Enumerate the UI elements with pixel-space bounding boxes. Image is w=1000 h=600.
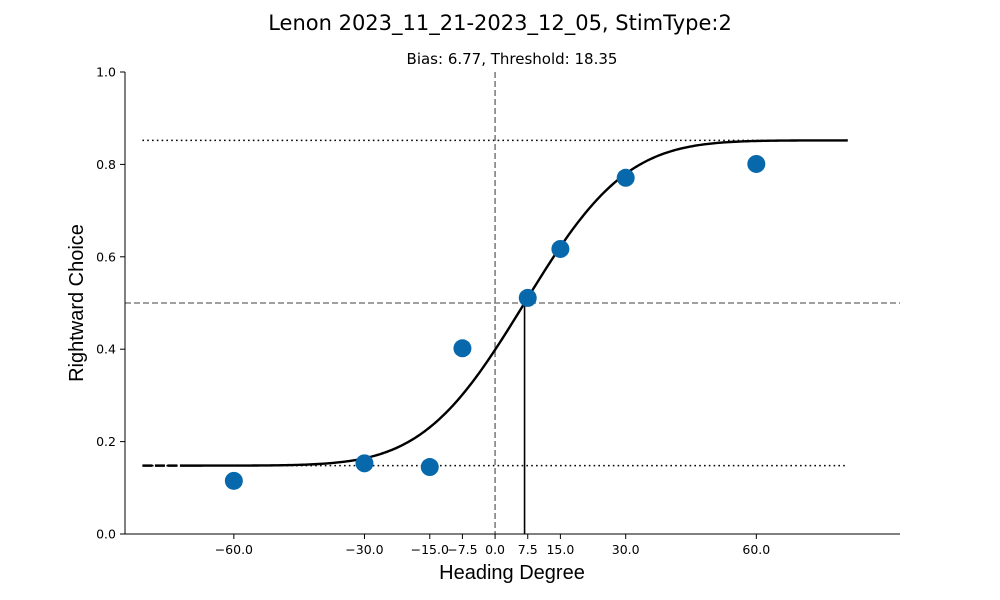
data-point xyxy=(518,288,537,307)
x-tick-label: 7.5 xyxy=(518,542,538,557)
y-tick-label: 0.4 xyxy=(96,342,116,357)
y-tick-label: 0.6 xyxy=(96,249,116,264)
y-axis-label: Rightward Choice xyxy=(66,224,88,382)
x-tick-label: −60.0 xyxy=(215,542,253,557)
x-tick-label: 30.0 xyxy=(612,542,640,557)
x-axis-label: Heading Degree xyxy=(439,562,585,584)
x-tick-label: −7.5 xyxy=(447,542,477,557)
data-point xyxy=(453,339,472,358)
y-tick-label: 0.2 xyxy=(96,434,116,449)
data-point xyxy=(420,458,439,477)
y-tick-label: 0.0 xyxy=(96,527,116,542)
x-tick-label: 60.0 xyxy=(742,542,770,557)
x-tick-label: 0.0 xyxy=(485,542,505,557)
x-tick-label: −30.0 xyxy=(345,542,383,557)
y-tick-label: 0.8 xyxy=(96,157,116,172)
x-tick-label: −15.0 xyxy=(411,542,449,557)
chart-title: Lenon 2023_11_21-2023_12_05, StimType:2 xyxy=(268,11,732,36)
plot-area: −60.0 −30.0 −15.0−7.5 0.0 7.5 15.0 30.0 60.0 0.0… xyxy=(96,65,900,557)
x-tick-label: 15.0 xyxy=(546,542,574,557)
data-point xyxy=(224,471,243,490)
data-point xyxy=(355,454,374,473)
chart-subtitle: Bias: 6.77, Threshold: 18.35 xyxy=(407,50,618,68)
y-tick-label: 1.0 xyxy=(96,65,116,80)
data-point xyxy=(616,168,635,187)
data-point xyxy=(551,239,570,258)
data-point xyxy=(747,154,766,173)
fit-curve xyxy=(142,139,848,467)
